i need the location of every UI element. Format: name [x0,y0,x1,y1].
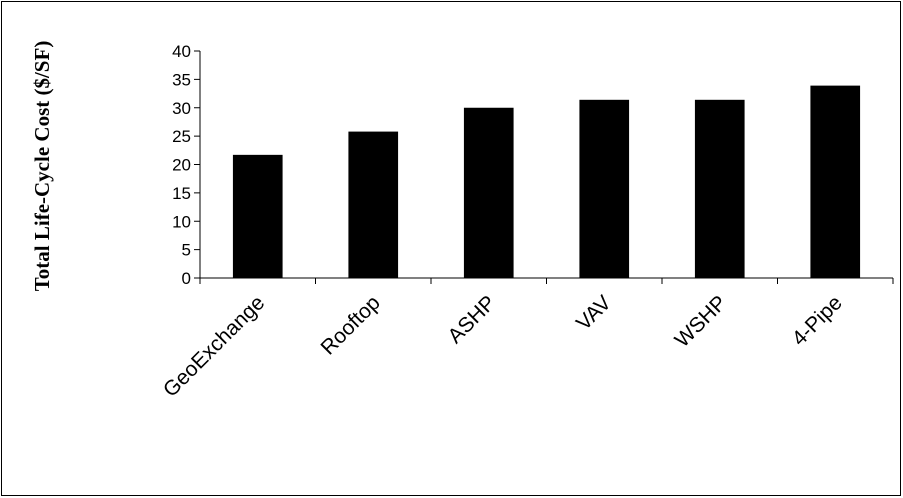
y-tick-label: 10 [172,212,191,231]
bar [348,131,399,278]
bar [232,154,283,278]
y-tick-label: 30 [172,99,191,118]
y-tick-label: 40 [172,42,191,61]
bar [463,107,514,278]
bar [694,99,745,279]
plot-area: 0 5 10 15 20 25 30 35 40 GeoExchange Rooftop ASHP VA… [159,42,894,402]
y-axis-label: Total Life-Cycle Cost ($/SF) [30,41,54,292]
y-tick-label: 20 [172,156,191,175]
y-tick-label: 35 [172,70,191,89]
y-tick-label: 25 [172,127,191,146]
y-tick-label: 0 [182,269,191,288]
bar [579,99,630,279]
bar [810,85,861,279]
x-category-label: WSHP [670,291,731,352]
x-category-label: ASHP [444,291,501,348]
x-category-label: VAV [572,291,616,335]
x-category-label: 4-Pipe [788,291,847,350]
y-tick-label: 5 [182,241,191,260]
y-tick-label: 15 [172,184,191,203]
x-category-label: GeoExchange [159,291,269,401]
x-category-label: Rooftop [317,291,385,359]
